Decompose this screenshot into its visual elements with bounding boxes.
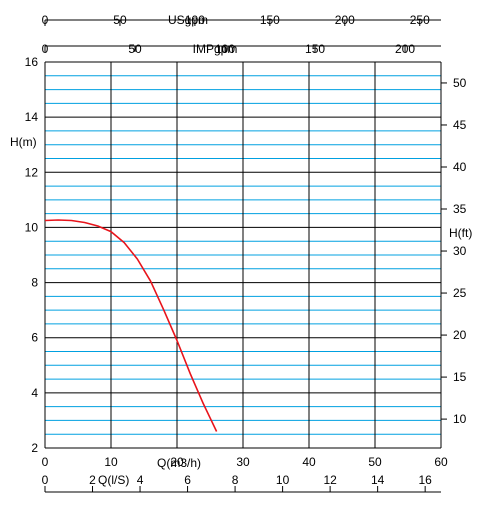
ls-tick-label: 8: [232, 473, 239, 487]
impgpm-tick-label: 100: [215, 42, 235, 56]
hm-axis-title: H(m): [10, 135, 37, 149]
ls-tick-label: 14: [371, 473, 385, 487]
impgpm-tick-label: 150: [305, 42, 325, 56]
q-m3h-tick-label: 10: [104, 455, 118, 469]
ls-tick-label: 4: [137, 473, 144, 487]
hft-tick-label: 35: [453, 202, 467, 216]
hm-tick-label: 12: [25, 165, 39, 179]
hm-tick-label: 16: [25, 55, 39, 69]
hm-tick-label: 10: [25, 220, 39, 234]
usgpm-tick-label: 150: [260, 13, 280, 27]
hft-tick-label: 25: [453, 286, 467, 300]
series-layer: [44, 219, 218, 432]
usgpm-tick-label: 100: [185, 13, 205, 27]
hft-tick-label: 20: [453, 328, 467, 342]
q-m3h-axis-title: Q(m3/h): [157, 456, 201, 470]
q-m3h-tick-label: 50: [368, 455, 382, 469]
usgpm-axis-title: USgpm: [168, 13, 208, 27]
hm-tick-label: 6: [31, 331, 38, 345]
q-ls-axis-title: Q(l/S): [98, 473, 129, 487]
impgpm-tick-label: 200: [395, 42, 415, 56]
hm-tick-label: 8: [31, 276, 38, 290]
q-m3h-tick-label: 0: [42, 455, 49, 469]
major-gridlines: [44, 61, 442, 449]
q-m3h-tick-label: 40: [302, 455, 316, 469]
usgpm-tick-label: 250: [410, 13, 430, 27]
ls-tick-label: 16: [418, 473, 432, 487]
q-m3h-tick-label: 30: [236, 455, 250, 469]
ls-tick-label: 10: [276, 473, 290, 487]
hft-tick-label: 40: [453, 160, 467, 174]
q-m3h-tick-label: 60: [434, 455, 448, 469]
hft-tick-label: 10: [453, 412, 467, 426]
ls-tick-label: 12: [323, 473, 337, 487]
axes: [44, 19, 447, 493]
hft-tick-label: 50: [453, 76, 467, 90]
hm-tick-label: 4: [31, 386, 38, 400]
performance-curve-line: [44, 219, 218, 432]
usgpm-tick-label: 50: [113, 13, 127, 27]
hm-tick-label: 2: [31, 441, 38, 455]
usgpm-tick-label: 0: [42, 13, 49, 27]
ls-tick-label: 6: [184, 473, 191, 487]
ls-tick-label: 2: [89, 473, 96, 487]
impgpm-tick-label: 50: [128, 42, 142, 56]
q-m3h-tick-label: 20: [170, 455, 184, 469]
impgpm-axis-title: IMPgpm: [193, 42, 238, 56]
hft-tick-label: 30: [453, 244, 467, 258]
hft-axis-title: H(ft): [449, 226, 472, 240]
ls-tick-label: 0: [42, 473, 49, 487]
hft-tick-label: 15: [453, 370, 467, 384]
hft-tick-label: 45: [453, 118, 467, 132]
impgpm-tick-label: 0: [42, 42, 49, 56]
hm-tick-label: 14: [25, 110, 39, 124]
usgpm-tick-label: 200: [335, 13, 355, 27]
